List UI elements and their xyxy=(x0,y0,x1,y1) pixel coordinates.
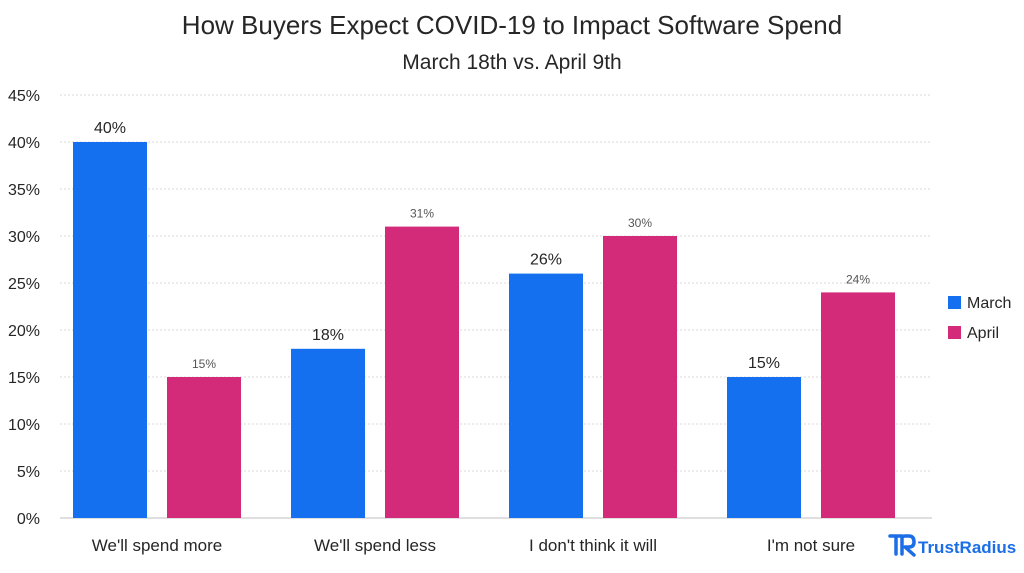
y-tick-label: 20% xyxy=(8,323,40,340)
data-label: 18% xyxy=(312,327,344,344)
data-label: 24% xyxy=(846,272,870,286)
y-tick-label: 25% xyxy=(8,276,40,293)
y-tick-label: 30% xyxy=(8,229,40,246)
y-tick-label: 40% xyxy=(8,135,40,152)
bars: 40% 15% 18% 31% 26% 30% 15% 24% xyxy=(73,120,895,518)
bar-april xyxy=(167,377,241,518)
chart-title: How Buyers Expect COVID-19 to Impact Sof… xyxy=(182,10,842,40)
trustradius-logo-text: TrustRadius xyxy=(918,538,1016,557)
bar-april xyxy=(603,236,677,518)
y-tick-label: 0% xyxy=(17,511,40,528)
bar-march xyxy=(291,348,365,518)
x-tick-label: We'll spend less xyxy=(314,536,436,555)
legend: March April xyxy=(948,295,1011,342)
x-tick-label: I don't think it will xyxy=(529,536,657,555)
x-tick-label: We'll spend more xyxy=(92,536,223,555)
bar-march xyxy=(73,142,147,518)
bar-march xyxy=(509,273,583,518)
legend-label-march: March xyxy=(967,295,1011,312)
data-label: 40% xyxy=(94,120,126,137)
trustradius-logo: TrustRadius xyxy=(888,534,1016,557)
bar-april xyxy=(821,292,895,518)
x-axis: We'll spend more We'll spend less I don't … xyxy=(92,536,855,555)
legend-label-april: April xyxy=(967,325,999,342)
data-label: 31% xyxy=(410,207,434,221)
y-tick-label: 10% xyxy=(8,417,40,434)
trustradius-logo-icon xyxy=(888,534,916,557)
y-tick-label: 5% xyxy=(17,464,40,481)
legend-swatch-march xyxy=(948,296,961,309)
chart-subtitle: March 18th vs. April 9th xyxy=(402,51,621,74)
x-tick-label: I'm not sure xyxy=(767,536,855,555)
y-tick-label: 35% xyxy=(8,182,40,199)
y-tick-label: 15% xyxy=(8,370,40,387)
data-label: 30% xyxy=(628,216,652,230)
bar-march xyxy=(727,377,801,518)
data-label: 15% xyxy=(192,357,216,371)
data-label: 26% xyxy=(530,252,562,269)
legend-swatch-april xyxy=(948,326,961,339)
data-label: 15% xyxy=(748,355,780,372)
y-axis: 0% 5% 10% 15% 20% 25% 30% 35% 40% 45% xyxy=(8,88,40,528)
bar-april xyxy=(385,226,459,518)
y-tick-label: 45% xyxy=(8,88,40,105)
